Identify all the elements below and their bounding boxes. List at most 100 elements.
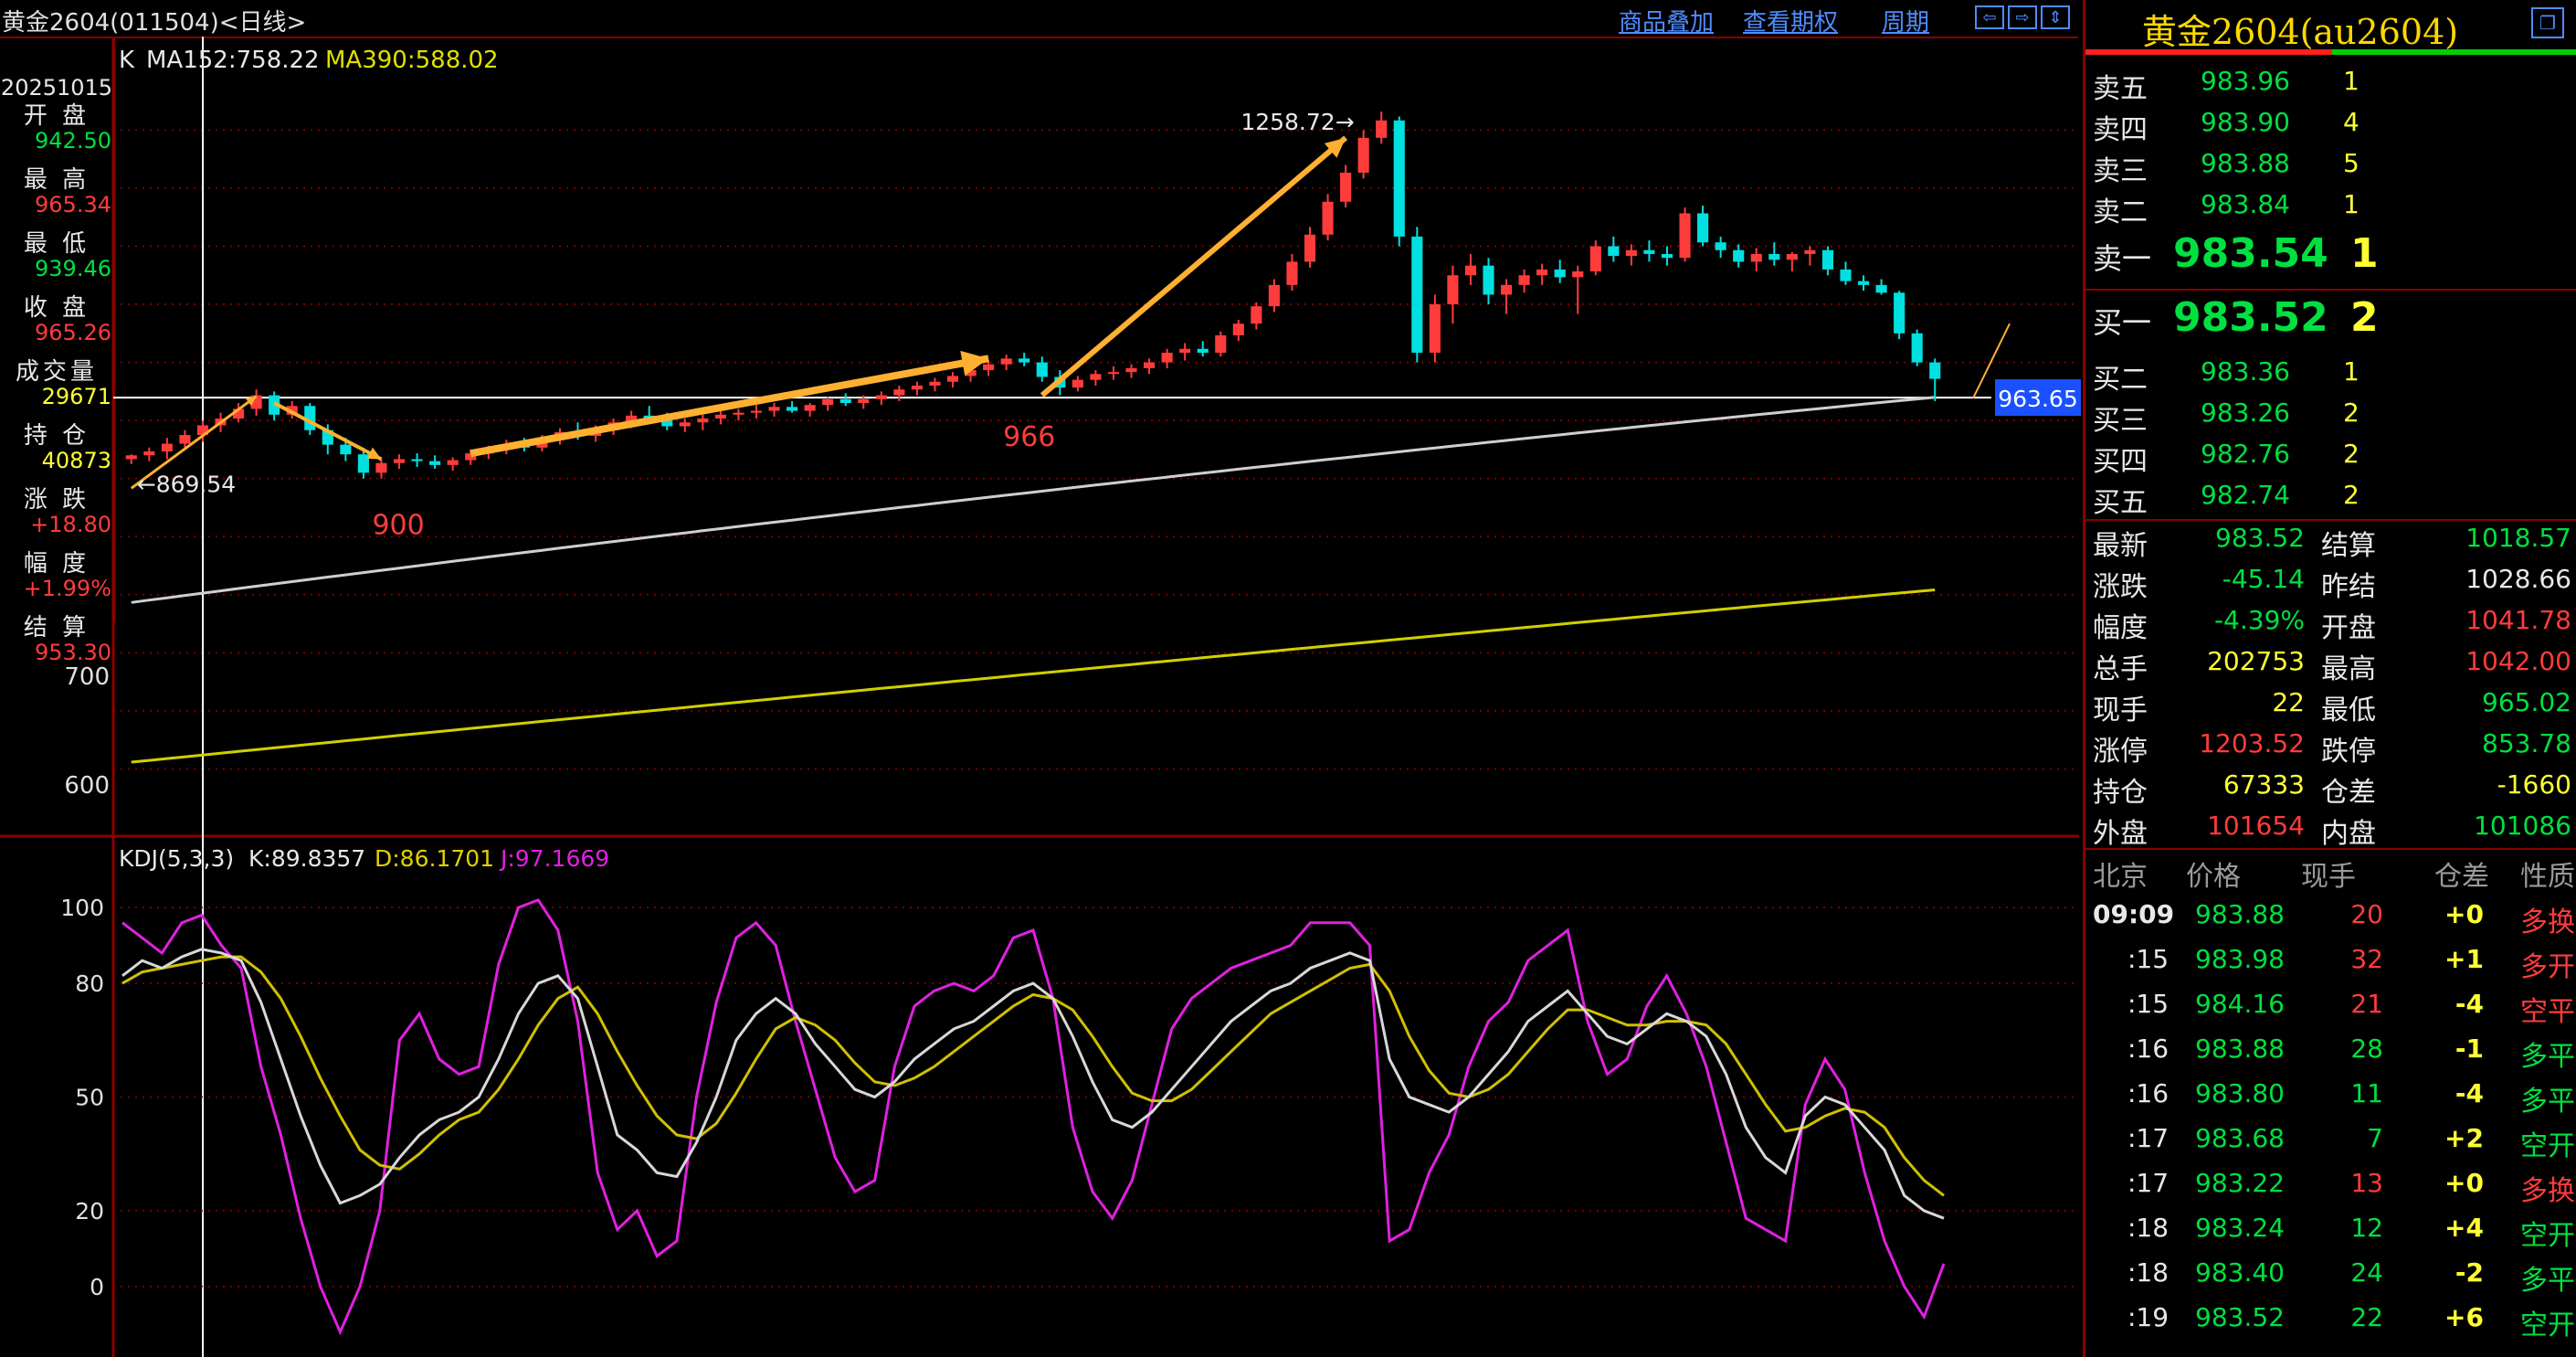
- candle: [1483, 258, 1494, 305]
- book-level-label: 买二: [2093, 364, 2148, 396]
- tick-price: 983.52: [2195, 1302, 2285, 1332]
- trend-arrow: [1972, 323, 2011, 399]
- tick-volume: 7: [2367, 1123, 2383, 1153]
- stat-value: -1660: [2497, 769, 2571, 800]
- info-label: 持 仓: [23, 422, 90, 450]
- tick-header-cell: 价格: [2186, 861, 2241, 893]
- info-value: 40873: [41, 448, 111, 473]
- candle: [1857, 275, 1870, 292]
- tick-nature: 空开: [2520, 1130, 2575, 1162]
- candle: [375, 459, 387, 479]
- candle: [1340, 164, 1352, 208]
- kdj-axis-label: 20: [75, 1198, 104, 1224]
- annotation-900: 900: [372, 510, 424, 542]
- kdj-axis-label: 100: [60, 895, 104, 921]
- scroll-left-icon[interactable]: ⇦: [1975, 5, 2004, 29]
- book-level-label: 卖四: [2093, 114, 2148, 146]
- tick-price: 984.16: [2195, 989, 2285, 1019]
- kdj-k-value: K:89.8357: [248, 845, 365, 872]
- view-options-link[interactable]: 查看期权: [1743, 9, 1839, 37]
- current-price-tag: [1995, 379, 2081, 417]
- candle: [357, 447, 369, 479]
- book-level-label: 买一: [2093, 305, 2152, 340]
- tick-price: 983.80: [2195, 1078, 2285, 1108]
- overlay-commodity-link[interactable]: 商品叠加: [1619, 9, 1715, 37]
- info-value: 942.50: [35, 128, 111, 154]
- stat-value: 1203.52: [2199, 728, 2305, 758]
- kline-chart[interactable]: 1258.72→ ←869.54 900 966 963.65 100 80 50 20 0 K…: [0, 37, 2081, 1357]
- info-value: 965.34: [35, 192, 111, 217]
- candle: [714, 410, 726, 425]
- book-price: 983.36: [2201, 356, 2290, 387]
- info-label: 开 盘: [23, 102, 90, 130]
- book-price: 983.52: [2173, 294, 2328, 341]
- stat-label: 最新: [2093, 530, 2148, 562]
- period-link[interactable]: 周期: [1882, 9, 1930, 37]
- tick-time: :18: [2127, 1257, 2170, 1288]
- restore-window-icon[interactable]: ❐: [2531, 7, 2564, 38]
- book-volume: 1: [2343, 66, 2360, 96]
- book-volume: 1: [2343, 356, 2360, 387]
- candle: [1447, 265, 1459, 324]
- candles: [125, 111, 1941, 479]
- stat-label: 涨跌: [2093, 571, 2148, 603]
- instrument-title: 黄金2604(au2604): [2141, 12, 2459, 52]
- candle: [1875, 279, 1887, 295]
- tick-volume: 21: [2350, 989, 2383, 1019]
- stat-value: 67333: [2222, 769, 2305, 800]
- candle: [286, 400, 298, 419]
- book-price: 983.54: [2173, 230, 2328, 277]
- kdj-legend: KDJ(5,3,3): [119, 845, 234, 872]
- candle: [429, 455, 441, 470]
- stats-divider: [2085, 848, 2576, 850]
- kdj-axis-label: 0: [90, 1274, 104, 1300]
- stat-value: 983.52: [2215, 523, 2305, 553]
- candle: [858, 395, 870, 409]
- tick-price: 983.98: [2195, 944, 2285, 974]
- low-price-label: ←869.54: [137, 471, 236, 497]
- chart-annotations: 1258.72→ ←869.54 900 966 963.65: [130, 109, 2081, 542]
- candle: [1804, 246, 1816, 266]
- stat-value: -45.14: [2222, 564, 2305, 594]
- zoom-icon[interactable]: ⇕: [2041, 5, 2070, 29]
- candle: [233, 403, 245, 423]
- stat-label: 仓差: [2321, 777, 2376, 809]
- candle: [1911, 329, 1923, 366]
- candle: [1144, 358, 1156, 375]
- book-price: 983.26: [2201, 398, 2290, 428]
- candle: [1464, 253, 1477, 285]
- candle: [1232, 319, 1244, 342]
- info-value: 965.26: [35, 320, 111, 345]
- stat-value: 101654: [2207, 811, 2305, 841]
- info-label: 涨 跌: [23, 486, 90, 514]
- info-value: 29671: [41, 384, 111, 409]
- info-label: 收 盘: [23, 294, 90, 322]
- candle: [787, 400, 798, 413]
- book-price: 983.84: [2201, 189, 2290, 219]
- candle: [1036, 356, 1048, 382]
- stat-label: 昨结: [2321, 571, 2376, 603]
- legend-ma152: MA152:758.22: [146, 47, 320, 74]
- candle: [1161, 348, 1173, 368]
- ma390-line: [131, 588, 1936, 764]
- candle: [1679, 207, 1691, 262]
- tick-time: :16: [2127, 1078, 2170, 1108]
- candle: [447, 457, 459, 472]
- tick-nature: 多换: [2520, 906, 2575, 938]
- candle: [1821, 246, 1833, 276]
- book-level-label: 卖二: [2093, 196, 2148, 228]
- scroll-right-icon[interactable]: ⇨: [2008, 5, 2037, 29]
- trend-arrowhead: [366, 447, 382, 460]
- candle: [679, 419, 691, 432]
- info-label: 成交量: [15, 358, 98, 386]
- annotation-966: 966: [1003, 421, 1055, 453]
- candle: [1750, 248, 1762, 272]
- tick-volume: 32: [2350, 944, 2383, 974]
- candle: [393, 454, 406, 470]
- stat-value: 1018.57: [2465, 523, 2571, 553]
- tick-oi-change: +2: [2444, 1123, 2484, 1153]
- legend-k: K: [119, 47, 135, 74]
- candle: [768, 403, 780, 417]
- book-price: 983.96: [2201, 66, 2290, 96]
